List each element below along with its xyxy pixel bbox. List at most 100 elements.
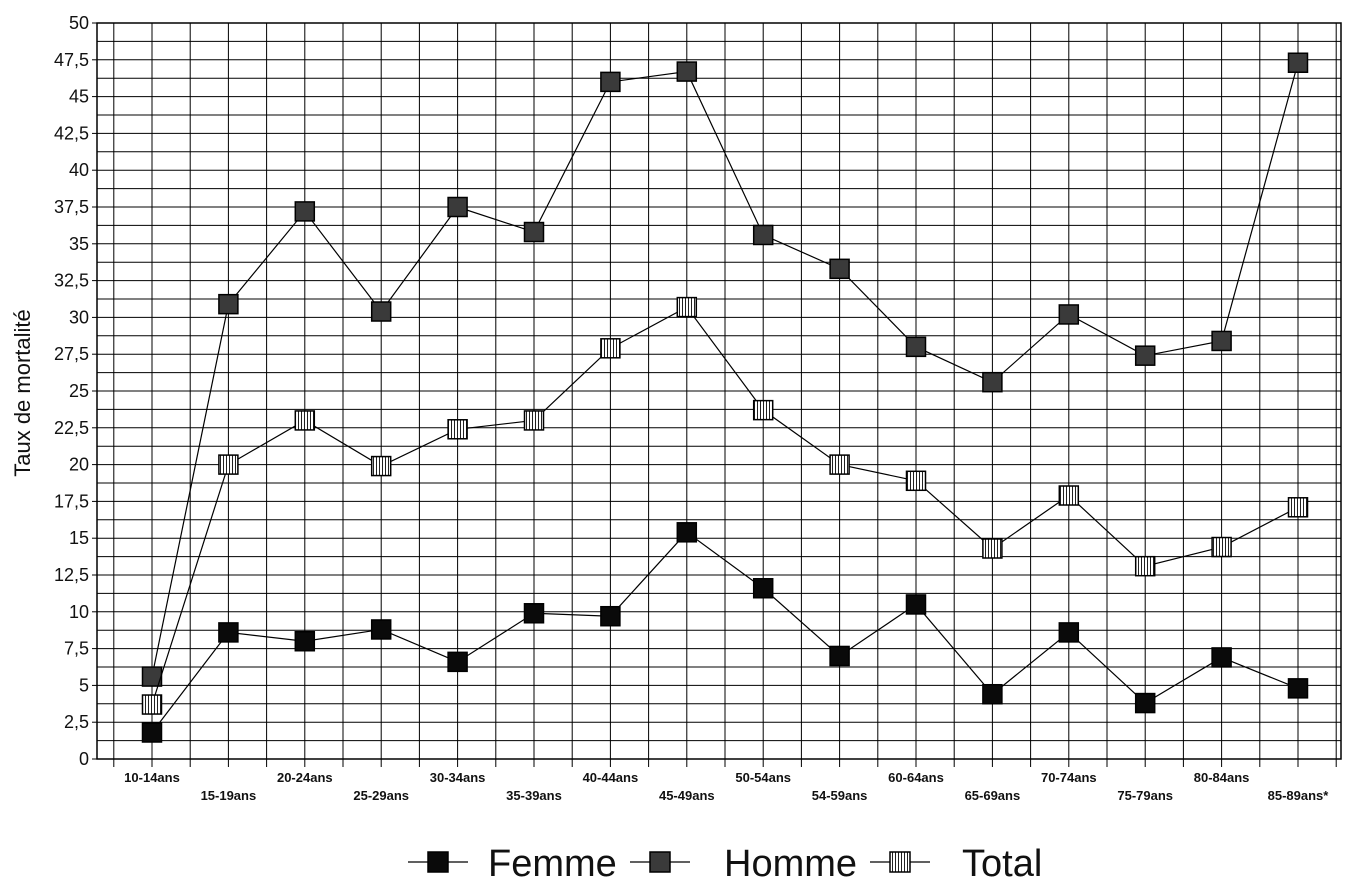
data-point-total [1134, 555, 1156, 577]
y-tick-label: 2,5 [64, 712, 89, 732]
x-tick-label: 50-54ans [735, 770, 791, 785]
data-point-total [523, 410, 545, 431]
data-point-total [294, 410, 316, 431]
data-point-femme [523, 603, 545, 624]
legend-label: Total [962, 843, 1042, 878]
data-point-femme [982, 683, 1003, 705]
legend-item-femme: Femme [408, 843, 617, 878]
data-point-total [982, 538, 1003, 559]
y-tick-label: 5 [79, 675, 89, 695]
series-line-femme [151, 531, 1299, 733]
legend-marker [649, 851, 671, 873]
y-tick-label: 7,5 [64, 639, 89, 659]
y-tick-label: 22,5 [54, 418, 89, 438]
y-tick-label: 50 [69, 13, 89, 33]
y-tick-labels: 0 2,5 5 7,5 10 12,5 15 17,5 20 22,5 25 27,5 30 32,5 35… [54, 13, 97, 769]
x-tick-label: 10-14ans [124, 770, 180, 785]
grid-lines [97, 22, 1341, 767]
x-tick-label: 70-74ans [1041, 770, 1097, 785]
data-point-total [600, 338, 621, 359]
data-point-total [905, 470, 927, 492]
series-line-homme [151, 62, 1299, 677]
y-tick-label: 47,5 [54, 50, 89, 70]
data-point-total [141, 694, 163, 715]
y-tick-label: 12,5 [54, 565, 89, 585]
data-point-total [218, 454, 239, 475]
y-tick-label: 10 [69, 602, 89, 622]
data-point-homme [752, 224, 774, 246]
data-point-femme [600, 605, 621, 627]
x-tick-label: 54-59ans [812, 788, 868, 803]
legend-item-homme: Homme [630, 843, 857, 878]
x-tick-label: 80-84ans [1194, 770, 1250, 785]
legend-item-total: Total [870, 843, 1042, 878]
y-tick-label: 42,5 [54, 123, 89, 143]
y-tick-label: 0 [79, 749, 89, 769]
data-point-femme [370, 619, 392, 640]
data-point-total [1211, 536, 1232, 558]
x-tick-label: 20-24ans [277, 770, 333, 785]
x-tick-label: 75-79ans [1117, 788, 1173, 803]
data-point-femme [447, 651, 468, 673]
data-point-femme [905, 594, 927, 615]
series-group [141, 52, 1309, 743]
data-point-homme [370, 301, 392, 322]
data-point-homme [294, 201, 316, 222]
data-point-homme [218, 293, 239, 315]
legend-label: Homme [724, 843, 857, 878]
x-tick-label: 25-29ans [353, 788, 409, 803]
data-point-homme [982, 371, 1003, 393]
data-point-homme [905, 336, 927, 358]
x-tick-label: 30-34ans [430, 770, 486, 785]
data-point-femme [676, 522, 698, 543]
data-point-total [676, 296, 698, 318]
y-tick-label: 30 [69, 307, 89, 327]
data-point-total [370, 455, 392, 477]
data-point-femme [141, 722, 163, 743]
legend-label: Femme [488, 843, 617, 878]
data-point-femme [1134, 692, 1156, 714]
data-point-femme [294, 630, 316, 652]
legend: Femme Homme Total [408, 843, 1042, 878]
data-point-femme [1211, 647, 1232, 668]
data-point-total [1287, 497, 1309, 518]
legend-marker [427, 851, 449, 873]
data-point-femme [1058, 622, 1080, 643]
data-point-total [1058, 485, 1080, 506]
data-point-homme [676, 61, 698, 82]
data-point-total [752, 399, 774, 421]
data-point-homme [1211, 330, 1232, 352]
x-tick-label: 85-89ans* [1268, 788, 1330, 803]
series-line-total [151, 306, 1299, 705]
y-tick-label: 25 [69, 381, 89, 401]
data-point-femme [218, 622, 239, 643]
data-point-homme [1287, 52, 1309, 73]
x-tick-label: 45-49ans [659, 788, 715, 803]
x-tick-label: 65-69ans [965, 788, 1021, 803]
y-tick-label: 15 [69, 528, 89, 548]
x-tick-label: 60-64ans [888, 770, 944, 785]
y-tick-label: 17,5 [54, 491, 89, 511]
legend-marker [889, 851, 911, 873]
data-point-homme [829, 258, 850, 280]
data-point-homme [1058, 304, 1080, 325]
y-tick-label: 27,5 [54, 344, 89, 364]
data-point-homme [600, 71, 621, 93]
data-point-total [447, 419, 468, 440]
data-point-femme [829, 645, 850, 667]
y-tick-label: 37,5 [54, 197, 89, 217]
data-point-homme [1134, 345, 1156, 366]
y-tick-label: 35 [69, 234, 89, 254]
y-tick-label: 40 [69, 160, 89, 180]
data-point-homme [447, 196, 468, 218]
data-point-homme [523, 221, 545, 243]
y-tick-label: 45 [69, 87, 89, 107]
y-tick-label: 20 [69, 455, 89, 475]
x-tick-labels: 10-14ans 15-19ans 20-24ans 25-29ans 30-34ans… [124, 770, 1329, 803]
y-axis-label: Taux de mortalité [10, 309, 35, 477]
series-femme [141, 522, 1309, 743]
series-total [141, 296, 1309, 715]
y-tick-label: 32,5 [54, 271, 89, 291]
